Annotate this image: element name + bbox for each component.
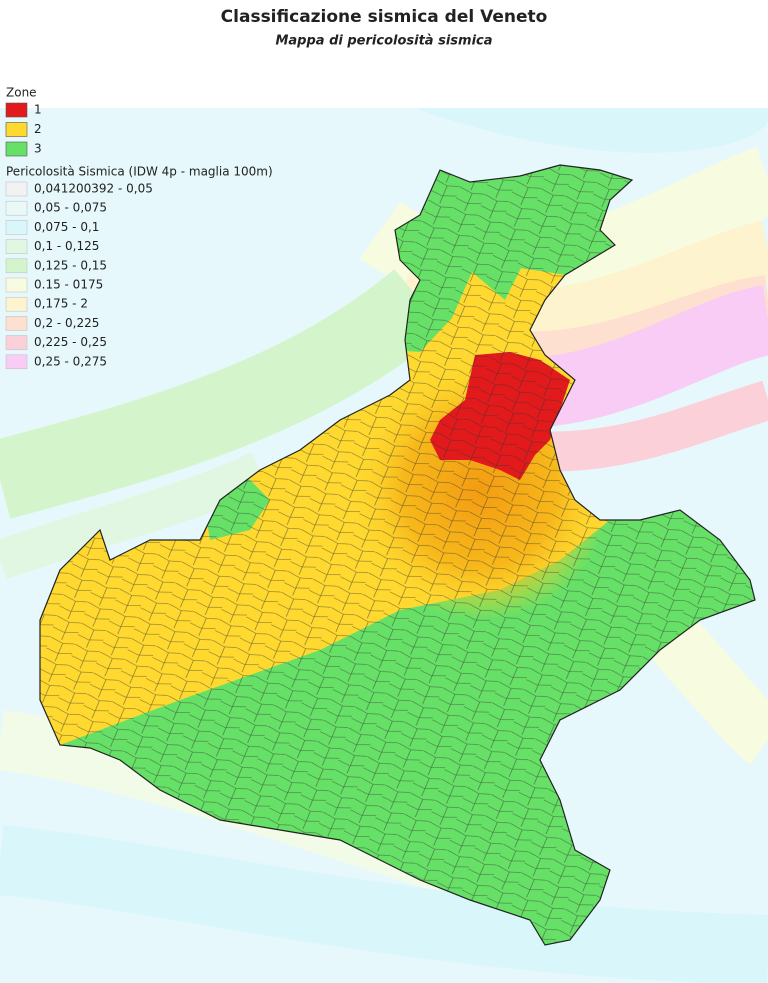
legend-label: 0,041200392 - 0,05	[34, 182, 153, 196]
legend-swatch	[5, 296, 28, 312]
legend-label: 2	[34, 122, 42, 136]
legend-swatch	[5, 239, 28, 254]
legend-label: 0,25 - 0,275	[34, 354, 107, 368]
legend-label: 3	[34, 142, 42, 156]
legend-label: 0,2 - 0,225	[34, 316, 99, 330]
legend-swatch	[5, 316, 28, 331]
legend-swatch	[5, 335, 28, 350]
legend-label: 0,225 - 0,25	[34, 335, 107, 349]
legend: Zone 1 2 3 Pericolosità Sismica (IDW 4p - ma…	[5, 86, 273, 370]
legend-label: 0,05 - 0,075	[34, 201, 107, 215]
legend-swatch	[5, 102, 28, 118]
legend-label: 1	[34, 103, 42, 117]
legend-swatch	[5, 122, 28, 137]
legend-swatch	[5, 141, 28, 157]
map-title: Classificazione sismica del Veneto	[221, 7, 548, 27]
legend-swatch	[5, 277, 28, 293]
legend-title: Zone	[6, 86, 37, 100]
map-subtitle: Mappa di pericolosità sismica	[275, 34, 492, 49]
legend-label: 0.15 - 0175	[34, 278, 103, 292]
legend-label: 0,1 - 0,125	[34, 239, 99, 253]
legend-title: Pericolosità Sismica (IDW 4p - maglia 10…	[6, 165, 273, 179]
legend-swatch	[5, 258, 28, 274]
legend-label: 0,125 - 0,15	[34, 258, 107, 272]
legend-swatch	[5, 200, 28, 216]
legend-swatch	[5, 354, 28, 370]
legend-swatch	[5, 181, 28, 197]
legend-swatch	[5, 220, 28, 235]
legend-label: 0,175 - 2	[34, 297, 88, 311]
legend-label: 0,075 - 0,1	[34, 220, 99, 234]
